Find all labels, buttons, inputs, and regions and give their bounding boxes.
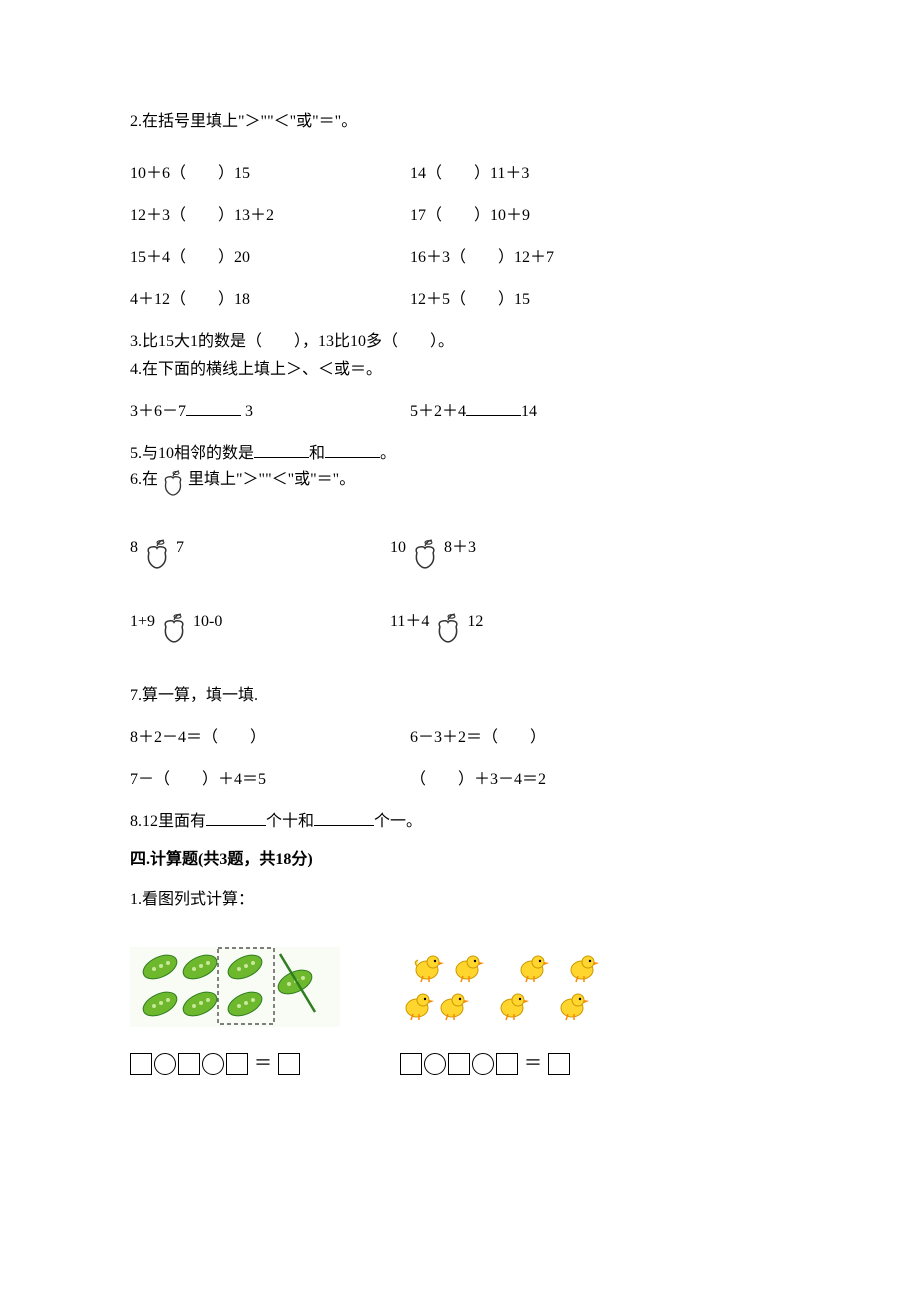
q6-r1-ra: 10 xyxy=(390,536,406,560)
square-shape xyxy=(400,1053,422,1075)
blank xyxy=(466,400,521,416)
q7-title: 7.算一算，填一填. xyxy=(130,684,790,708)
q8-b: 个十和 xyxy=(266,813,314,830)
circle-shape xyxy=(472,1053,494,1075)
blank xyxy=(186,400,241,416)
q6-row-1: 8 7 10 8＋3 xyxy=(130,536,790,580)
q2-row-1: 10＋6（ ）15 14（ ）11＋3 xyxy=(130,162,790,186)
q6-r2-rb: 12 xyxy=(467,610,483,634)
q6-r1-la: 8 xyxy=(130,536,138,560)
apple-icon xyxy=(433,610,463,654)
question-8: 8.12里面有 个十和 个一。 xyxy=(130,810,790,834)
q2-row-4: 4＋12（ ）18 12＋5（ ）15 xyxy=(130,288,790,312)
circle-shape xyxy=(202,1053,224,1075)
q7-r1-left: 8＋2－4＝（ ） xyxy=(130,726,410,750)
image-row: ＝ ＝ xyxy=(130,942,790,1077)
q4-right: 5＋2＋4 14 xyxy=(410,400,537,424)
q7-row-2: 7－（ ）＋4＝5 （ ）＋3－4＝2 xyxy=(130,768,790,792)
q2-r1-left: 10＋6（ ）15 xyxy=(130,162,410,186)
square-shape xyxy=(278,1053,300,1075)
circle-shape xyxy=(424,1053,446,1075)
square-shape xyxy=(226,1053,248,1075)
apple-icon xyxy=(160,468,186,506)
blank xyxy=(314,810,374,826)
q2-r4-right: 12＋5（ ）15 xyxy=(410,288,530,312)
equals-sign: ＝ xyxy=(254,1050,272,1077)
question-2: 2.在括号里填上"＞""＜"或"＝"。 xyxy=(130,110,790,134)
q7-r1-right: 6－3＋2＝（ ） xyxy=(410,726,546,750)
q6-r1-lb: 7 xyxy=(176,536,184,560)
section-4-q1: 1.看图列式计算： xyxy=(130,888,790,912)
q6-r2-left: 1+9 10-0 xyxy=(130,610,390,654)
q7-r2-right: （ ）＋3－4＝2 xyxy=(410,768,546,792)
q4-title: 4.在下面的横线上填上＞、＜或＝。 xyxy=(130,358,790,382)
q6-r2-ra: 11＋4 xyxy=(390,610,429,634)
q2-r2-right: 17（ ）10＋9 xyxy=(410,204,530,228)
apple-icon xyxy=(159,610,189,654)
q4-row: 3＋6－7 3 5＋2＋4 14 xyxy=(130,400,790,424)
square-shape xyxy=(130,1053,152,1075)
q4-left-a: 3＋6－7 xyxy=(130,403,186,420)
q2-r1-right: 14（ ）11＋3 xyxy=(410,162,529,186)
chicks-image xyxy=(400,942,620,1042)
q6-title-a: 6.在 xyxy=(130,468,158,492)
peas-image xyxy=(130,942,340,1042)
q6-r2-la: 1+9 xyxy=(130,610,155,634)
square-shape xyxy=(448,1053,470,1075)
square-shape xyxy=(548,1053,570,1075)
q8-a: 8.12里面有 xyxy=(130,813,206,830)
q4-left-b: 3 xyxy=(241,403,253,420)
q6-r2-right: 11＋4 12 xyxy=(390,610,483,654)
chicks-block: ＝ xyxy=(400,942,620,1077)
q4-right-b: 14 xyxy=(521,403,537,420)
blank xyxy=(254,442,309,458)
q5-b: 和 xyxy=(309,445,325,462)
q2-r4-left: 4＋12（ ）18 xyxy=(130,288,410,312)
square-shape xyxy=(496,1053,518,1075)
q2-row-2: 12＋3（ ）13＋2 17（ ）10＋9 xyxy=(130,204,790,228)
q6-r2-lb: 10-0 xyxy=(193,610,222,634)
equals-sign: ＝ xyxy=(524,1050,542,1077)
question-5: 5.与10相邻的数是 和 。 xyxy=(130,442,790,466)
section-4-title: 四.计算题(共3题，共18分) xyxy=(130,848,790,872)
question-3: 3.比15大1的数是（ ），13比10多（ ）。 xyxy=(130,330,790,354)
blank xyxy=(325,442,380,458)
q7-r2-left: 7－（ ）＋4＝5 xyxy=(130,768,410,792)
q6-row-2: 1+9 10-0 11＋4 12 xyxy=(130,610,790,654)
peas-equation: ＝ xyxy=(130,1050,340,1077)
q7-row-1: 8＋2－4＝（ ） 6－3＋2＝（ ） xyxy=(130,726,790,750)
apple-icon xyxy=(142,536,172,580)
q4-left: 3＋6－7 3 xyxy=(130,400,410,424)
q6-r1-rb: 8＋3 xyxy=(444,536,476,560)
q6-title: 6.在 里填上"＞""＜"或"＝"。 xyxy=(130,468,790,506)
q5-a: 5.与10相邻的数是 xyxy=(130,445,254,462)
q2-r3-left: 15＋4（ ）20 xyxy=(130,246,410,270)
q6-r1-right: 10 8＋3 xyxy=(390,536,476,580)
circle-shape xyxy=(154,1053,176,1075)
square-shape xyxy=(178,1053,200,1075)
q6-r1-left: 8 7 xyxy=(130,536,390,580)
q5-c: 。 xyxy=(380,445,396,462)
peas-block: ＝ xyxy=(130,942,340,1077)
q2-row-3: 15＋4（ ）20 16＋3（ ）12＋7 xyxy=(130,246,790,270)
chicks-equation: ＝ xyxy=(400,1050,620,1077)
q8-c: 个一。 xyxy=(374,813,422,830)
apple-icon xyxy=(410,536,440,580)
q2-title: 2.在括号里填上"＞""＜"或"＝"。 xyxy=(130,110,790,134)
q2-r3-right: 16＋3（ ）12＋7 xyxy=(410,246,554,270)
q2-r2-left: 12＋3（ ）13＋2 xyxy=(130,204,410,228)
q4-right-a: 5＋2＋4 xyxy=(410,403,466,420)
q6-title-b: 里填上"＞""＜"或"＝"。 xyxy=(188,468,355,492)
blank xyxy=(206,810,266,826)
